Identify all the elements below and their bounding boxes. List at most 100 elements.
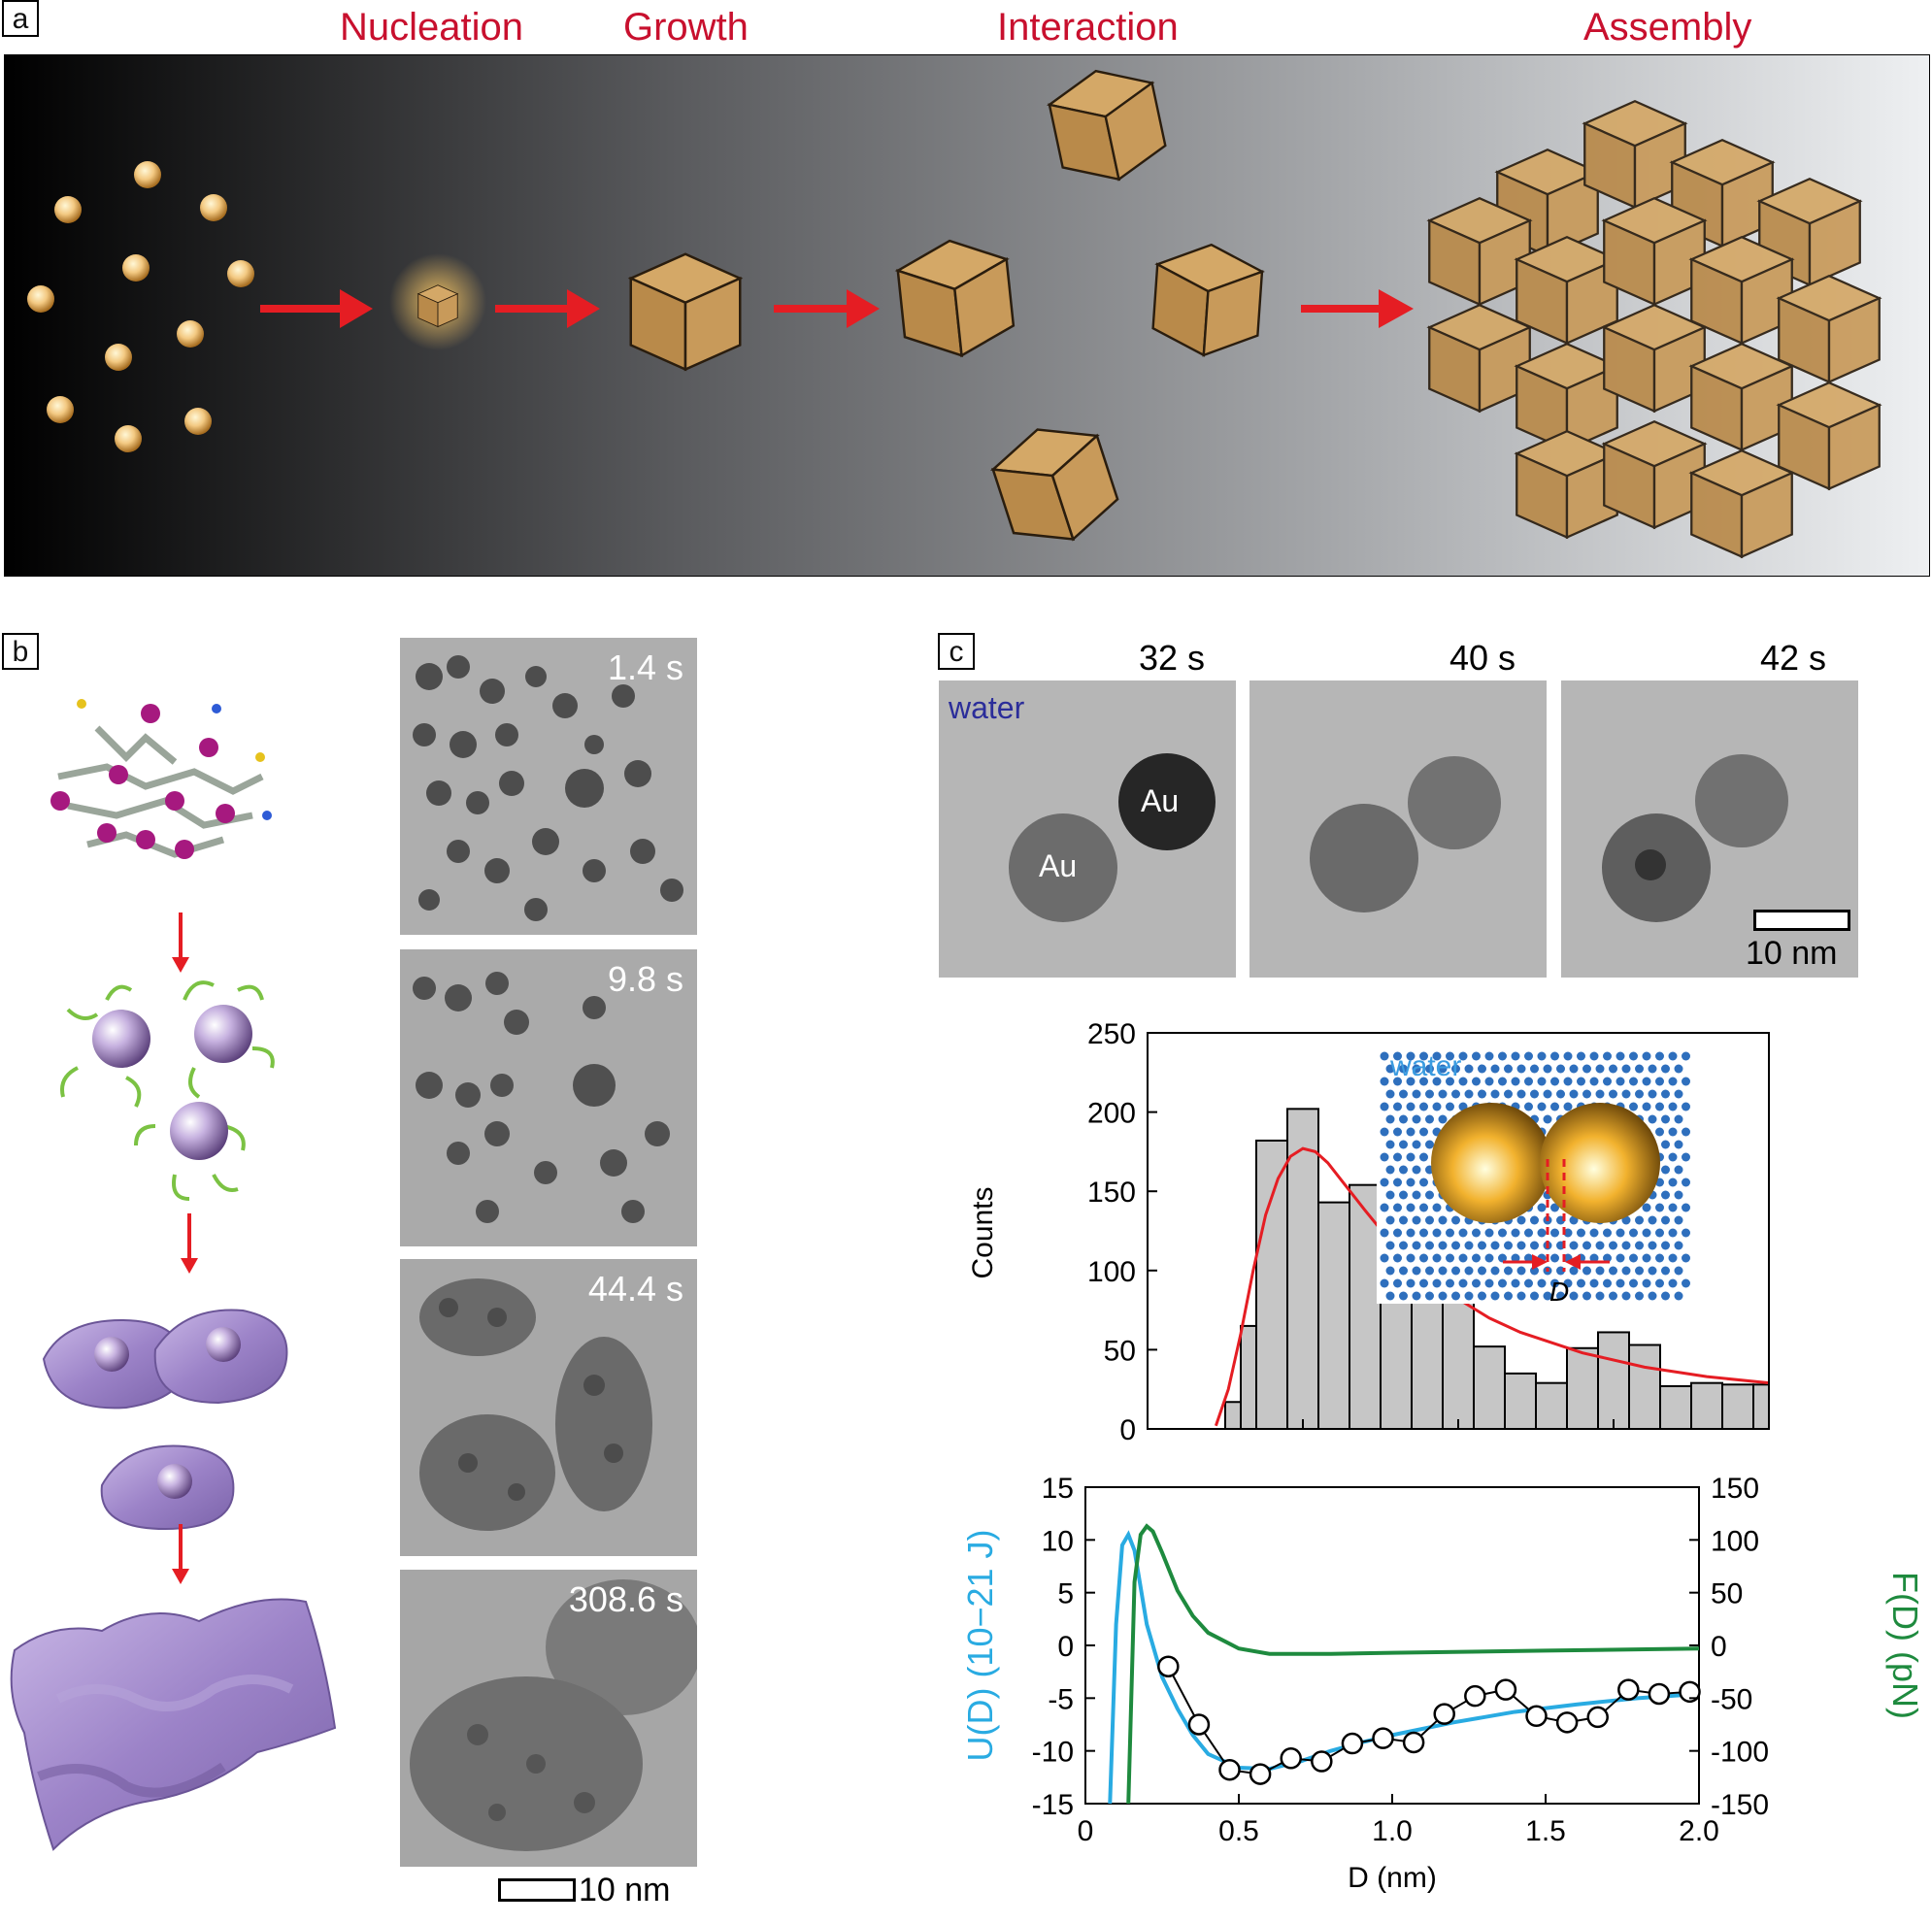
panel-b-tem-frame-4: 308.6 s: [400, 1570, 697, 1867]
stage-interaction-label: Interaction: [997, 6, 1179, 49]
inset-d-label: D: [1549, 1277, 1569, 1307]
panel-b-scalebar: [498, 1878, 576, 1902]
inset-gold-sphere-right: [1540, 1103, 1660, 1223]
potential-data-point-4: [1280, 1747, 1302, 1770]
inset-arrowhead-right: [1565, 1254, 1581, 1270]
potential-ytick-label-0: 15: [1042, 1473, 1074, 1505]
stage-nucleation-label: Nucleation: [340, 6, 524, 49]
panel-b-time-2: 9.8 s: [607, 959, 683, 999]
potential-data-point-9: [1433, 1703, 1455, 1725]
potential-data-point-1: [1187, 1713, 1211, 1736]
potential-data-point-6: [1341, 1732, 1364, 1755]
panel-b-time-3: 44.4 s: [587, 1269, 683, 1309]
force-ylabel-right: F(D) (pN): [1885, 1572, 1925, 1719]
panel-c-water-label: water: [949, 690, 1025, 725]
potential-ytick-label-1: 10: [1042, 1525, 1074, 1557]
potential-xtick-label-0: 0: [1078, 1815, 1094, 1847]
histogram-bar-9: [1473, 1345, 1506, 1430]
histogram-bar-16: [1690, 1381, 1723, 1430]
precursor-atoms: [27, 161, 254, 452]
histogram-bar-10: [1504, 1372, 1537, 1431]
panel-c-tem-frame-3: 10 nm: [1561, 680, 1858, 978]
histogram-bar-8: [1442, 1286, 1475, 1431]
potential-ytick-label-5: -10: [1032, 1737, 1074, 1769]
potential-data-point-12: [1525, 1705, 1548, 1728]
potential-curve: [1108, 1530, 1700, 1805]
panel-a-label: a: [2, 0, 39, 37]
panel-a-schematic: [4, 54, 1930, 577]
histogram-ytick-label-0: 0: [1119, 1414, 1136, 1446]
panel-b-schematic: [10, 699, 337, 1851]
panel-b-label: b: [2, 633, 39, 670]
potential-ytick-label-3: 0: [1057, 1631, 1074, 1663]
ligand-coated-particles: [60, 980, 275, 1201]
potential-data-point-16: [1648, 1682, 1671, 1706]
potential-xtick-label-4: 2.0: [1679, 1815, 1719, 1847]
potential-frame: [1084, 1486, 1700, 1805]
stage-assembly-label: Assembly: [1583, 6, 1752, 49]
inset-water-molecules: [1380, 1051, 1690, 1301]
histogram-bar-14: [1628, 1343, 1661, 1430]
potential-data-line: [1167, 1666, 1690, 1775]
histogram-bar-17: [1721, 1383, 1754, 1430]
histogram-bar-4: [1317, 1201, 1350, 1430]
panel-a-stage-labels: Nucleation Growth Interaction Assembly: [0, 0, 1932, 58]
potential-data-point-11: [1494, 1678, 1517, 1701]
histogram-ytick-label-5: 250: [1087, 1018, 1136, 1050]
inset-gold-sphere-left: [1431, 1103, 1551, 1223]
potential-data-point-14: [1586, 1706, 1609, 1729]
histogram-ylabel: Counts: [967, 1186, 999, 1278]
panel-b-time-4: 308.6 s: [568, 1579, 683, 1619]
potential-data-point-7: [1372, 1727, 1394, 1749]
panel-c-time-3: 42 s: [1760, 638, 1827, 678]
histogram-bar-13: [1597, 1331, 1630, 1430]
potential-data-point-13: [1555, 1711, 1579, 1734]
au-label-1: Au: [1039, 848, 1078, 883]
inset-water-label: water: [1389, 1050, 1461, 1082]
histogram-fit-curve: [1214, 1146, 1770, 1427]
force-ytick-label-3: 0: [1711, 1631, 1727, 1663]
histogram-ytick-label-2: 100: [1087, 1256, 1136, 1288]
force-ytick-label-2: 50: [1711, 1578, 1743, 1610]
histogram-bar-1: [1240, 1324, 1257, 1431]
potential-data-point-3: [1249, 1763, 1272, 1785]
histogram-bar-18: [1752, 1383, 1770, 1430]
histogram-bar-2: [1255, 1139, 1288, 1430]
panel-c-tem-frame-1: water Au Au: [939, 680, 1236, 978]
growth-cube: [629, 252, 742, 371]
force-ytick-label-5: -100: [1711, 1737, 1769, 1769]
force-ytick-label-1: 100: [1711, 1525, 1759, 1557]
histogram-bar-12: [1566, 1346, 1599, 1431]
potential-data-point-2: [1218, 1758, 1241, 1781]
histogram-chart: 0 50 100 150 200 250 Counts water D: [967, 1018, 1770, 1446]
force-curve: [1126, 1523, 1700, 1805]
panel-c-time-1: 32 s: [1139, 638, 1206, 678]
potential-ytick-label-6: -15: [1032, 1789, 1074, 1821]
histogram-bar-11: [1535, 1381, 1568, 1430]
histogram-bar-0: [1224, 1401, 1242, 1431]
panel-b-tem-frame-2: 9.8 s: [400, 949, 697, 1246]
force-ytick-label-6: -150: [1711, 1789, 1769, 1821]
potential-ytick-label-4: -5: [1048, 1683, 1074, 1715]
panel-b-tem-frame-1: 1.4 s: [400, 638, 697, 935]
panel-c-time-2: 40 s: [1449, 638, 1516, 678]
potential-xlabel: D (nm): [1348, 1862, 1437, 1894]
potential-xtick-label-3: 1.5: [1525, 1815, 1566, 1847]
potential-data-point-0: [1157, 1655, 1180, 1677]
histogram-ytick-label-3: 150: [1087, 1177, 1136, 1209]
histogram-bar-7: [1411, 1296, 1444, 1430]
panel-b-time-1: 1.4 s: [607, 647, 683, 687]
histogram-inset: water D: [1377, 1046, 1692, 1307]
nucleus-cube: [389, 253, 486, 350]
panel-b-tem-frame-3: 44.4 s: [400, 1259, 697, 1556]
shell-particles: [42, 1309, 288, 1531]
potential-data-point-10: [1464, 1684, 1486, 1708]
panel-b-scalebar-label: 10 nm: [579, 1872, 671, 1908]
inset-arrowhead-left: [1532, 1254, 1548, 1270]
potential-ytick-label-2: 5: [1057, 1578, 1074, 1610]
histogram-ytick-label-1: 50: [1104, 1335, 1136, 1367]
potential-data-point-5: [1311, 1750, 1333, 1773]
force-ytick-label-0: 150: [1711, 1473, 1759, 1505]
potential-xtick-label-2: 1.0: [1372, 1815, 1413, 1847]
